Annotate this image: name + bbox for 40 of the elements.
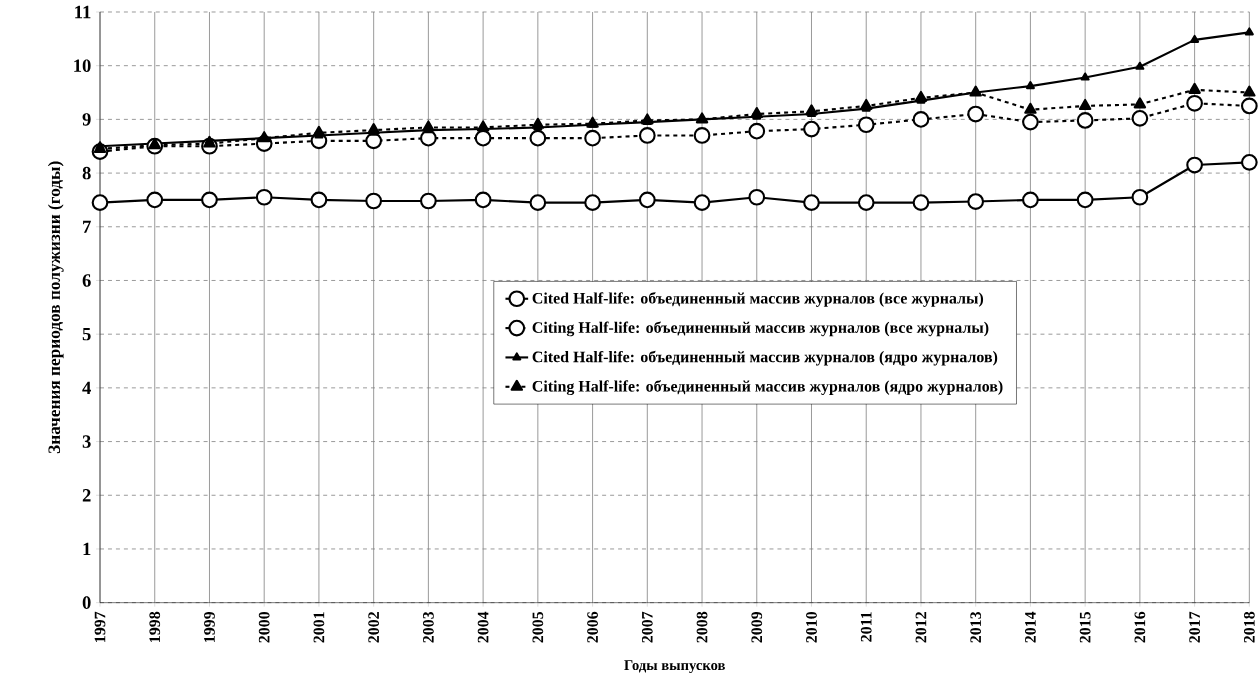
x-tick-label: 2016 (1134, 611, 1146, 643)
x-tick-label: 2008 (696, 612, 708, 643)
x-tick-label: 2012 (915, 612, 927, 643)
x-tick-label: 2018 (1243, 612, 1255, 643)
x-tick-label: 2002 (368, 612, 380, 643)
x-tick-label: 2000 (258, 612, 270, 643)
legend-label: Citing Half-life: объединенный массив журналов (все журналы) (532, 321, 989, 337)
legend-label: Citing Half-life: объединенный массив журналов (ядро журналов) (532, 380, 1003, 396)
x-tick-label: 1997 (94, 611, 106, 643)
y-tick-label: 3 (82, 435, 91, 448)
legend-label: Cited Half-life: объединенный массив журналов (все журналы) (532, 292, 984, 308)
y-tick-label: 10 (74, 59, 91, 73)
legend-label: Cited Half-life: объединенный массив журналов (ядро журналов) (532, 350, 998, 366)
y-tick-label: 0 (82, 596, 91, 610)
x-tick-label: 2015 (1079, 612, 1091, 643)
y-tick-label: 5 (82, 328, 91, 341)
x-tick-label: 2009 (751, 612, 763, 643)
y-tick-label: 9 (82, 113, 91, 126)
x-tick-label: 2005 (532, 612, 544, 643)
y-tick-label: 11 (75, 6, 91, 19)
y-tick-label: 7 (83, 220, 91, 234)
y-axis-title: Значения периодов полужизни (годы) (47, 161, 64, 454)
x-tick-label: 2004 (477, 611, 489, 643)
y-tick-label: 2 (82, 489, 91, 502)
x-tick-label: 2010 (806, 612, 817, 643)
y-tick-label: 8 (82, 166, 91, 180)
y-tick-label: 6 (82, 274, 91, 287)
x-tick-label: 2011 (860, 612, 872, 642)
y-tick-label: 4 (82, 381, 91, 395)
x-tick-label: 1998 (149, 612, 161, 643)
x-tick-label: 2003 (423, 612, 434, 643)
x-tick-label: 2006 (587, 611, 598, 643)
y-tick-label: 1 (83, 542, 91, 556)
x-tick-label: 2014 (1025, 611, 1036, 643)
x-tick-label: 1999 (204, 612, 215, 643)
x-tick-label: 2007 (641, 611, 653, 643)
x-axis-title: Годы выпусков (624, 660, 725, 674)
x-tick-label: 2017 (1189, 611, 1200, 643)
x-tick-label: 2013 (970, 612, 982, 643)
x-tick-label: 2001 (313, 612, 325, 643)
